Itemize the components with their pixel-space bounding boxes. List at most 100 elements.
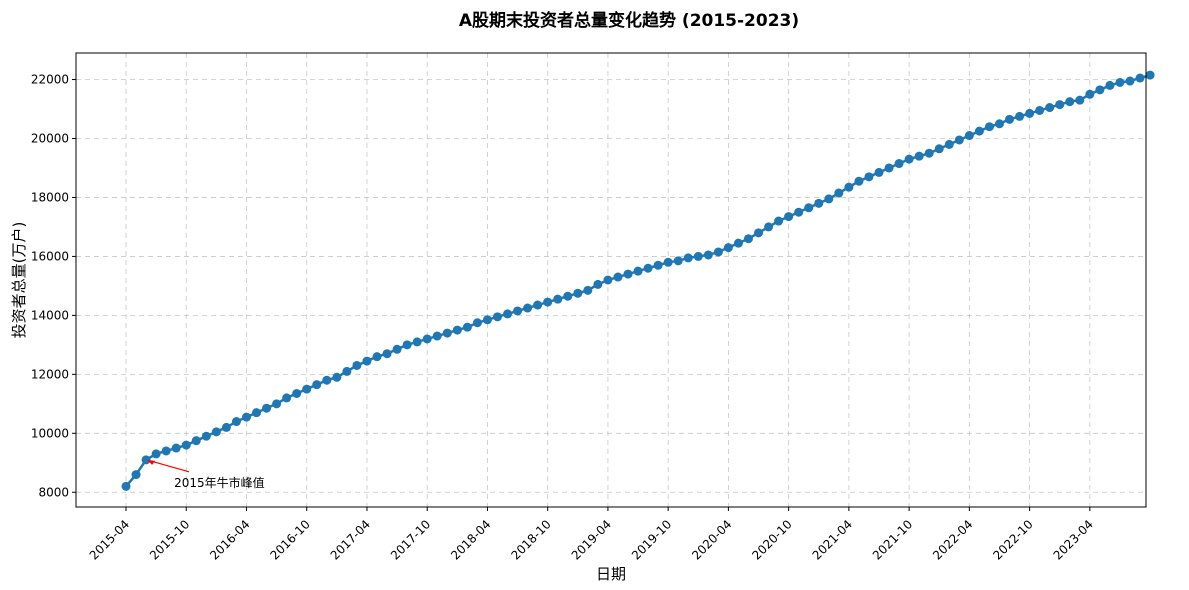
data-point bbox=[1055, 100, 1065, 110]
data-point bbox=[1125, 76, 1135, 86]
data-point bbox=[1095, 85, 1105, 95]
data-point bbox=[131, 470, 141, 480]
data-point bbox=[683, 253, 693, 263]
data-point bbox=[141, 455, 151, 465]
x-axis-label: 日期 bbox=[596, 565, 626, 583]
data-point bbox=[482, 315, 492, 325]
x-tick-label: 2021-10 bbox=[870, 517, 915, 562]
data-point bbox=[834, 188, 844, 198]
data-point bbox=[231, 417, 241, 427]
x-tick-label: 2022-04 bbox=[930, 517, 975, 562]
x-tick-label: 2021-04 bbox=[810, 517, 855, 562]
data-point bbox=[874, 167, 884, 177]
data-point bbox=[452, 325, 462, 335]
y-axis: 8000 10000 12000 14000 16000 18000 20000 22000 bbox=[31, 73, 76, 499]
data-point bbox=[1015, 111, 1025, 121]
data-point bbox=[673, 256, 683, 266]
data-point bbox=[1145, 70, 1155, 80]
x-axis: 2015-04 2015-10 2016-04 2016-10 2017-04 2017-… bbox=[87, 507, 1096, 563]
data-point bbox=[1045, 103, 1055, 113]
data-point bbox=[854, 176, 864, 186]
data-point bbox=[623, 269, 633, 279]
data-point bbox=[1115, 77, 1125, 87]
data-point bbox=[432, 331, 442, 341]
data-point bbox=[924, 148, 934, 158]
data-point bbox=[824, 194, 834, 204]
data-point bbox=[352, 360, 362, 370]
data-point bbox=[864, 172, 874, 182]
data-point bbox=[211, 427, 221, 437]
data-point bbox=[723, 243, 733, 253]
data-point bbox=[914, 151, 924, 161]
data-point bbox=[784, 212, 794, 222]
annotation-text: 2015年牛市峰值 bbox=[174, 475, 265, 490]
x-tick-label: 2017-04 bbox=[328, 517, 373, 562]
data-point bbox=[1075, 95, 1085, 105]
data-point bbox=[904, 154, 914, 164]
data-point bbox=[322, 375, 332, 385]
data-point bbox=[964, 131, 974, 141]
data-point bbox=[1065, 97, 1075, 107]
data-point bbox=[412, 337, 422, 347]
y-tick-label: 14000 bbox=[31, 308, 69, 322]
series-line bbox=[125, 73, 1151, 488]
data-point bbox=[221, 422, 231, 432]
x-tick-label: 2018-04 bbox=[448, 517, 493, 562]
y-axis-label: 投资者总量(万户) bbox=[10, 222, 28, 339]
y-tick-label: 16000 bbox=[31, 249, 69, 263]
data-point bbox=[342, 366, 352, 376]
data-point bbox=[543, 297, 553, 307]
data-point bbox=[984, 122, 994, 132]
data-point bbox=[241, 412, 251, 422]
data-point bbox=[844, 182, 854, 192]
data-point bbox=[171, 443, 181, 453]
chart-title: A股期末投资者总量变化趋势 (2015-2023) bbox=[459, 10, 799, 31]
y-tick-label: 18000 bbox=[31, 190, 69, 204]
data-point bbox=[362, 356, 372, 366]
y-tick-label: 12000 bbox=[31, 367, 69, 381]
data-point bbox=[743, 234, 753, 244]
data-point bbox=[754, 228, 764, 238]
data-point bbox=[733, 238, 743, 248]
data-point bbox=[573, 288, 583, 298]
data-point bbox=[643, 263, 653, 273]
data-point bbox=[372, 352, 382, 362]
data-point bbox=[472, 318, 482, 328]
data-point bbox=[894, 159, 904, 169]
data-point bbox=[703, 250, 713, 260]
y-tick-label: 22000 bbox=[31, 73, 69, 87]
data-point bbox=[181, 440, 191, 450]
data-point bbox=[794, 207, 804, 217]
data-point bbox=[774, 216, 784, 226]
data-point bbox=[613, 272, 623, 282]
data-point bbox=[994, 119, 1004, 129]
data-point bbox=[944, 139, 954, 149]
data-point bbox=[513, 306, 523, 316]
data-point bbox=[462, 322, 472, 332]
data-point bbox=[1135, 73, 1145, 83]
data-point bbox=[764, 222, 774, 232]
data-point bbox=[161, 446, 171, 456]
data-point bbox=[121, 481, 131, 491]
data-point bbox=[382, 349, 392, 359]
x-tick-label: 2020-04 bbox=[689, 517, 734, 562]
data-point bbox=[191, 436, 201, 446]
data-point bbox=[151, 449, 161, 459]
data-point bbox=[272, 399, 282, 409]
data-point bbox=[603, 275, 613, 285]
data-point bbox=[563, 291, 573, 301]
data-point bbox=[332, 372, 342, 382]
data-point bbox=[523, 303, 533, 313]
data-point bbox=[954, 135, 964, 145]
annotation-group: 2015年牛市峰值 bbox=[147, 459, 265, 490]
x-tick-label: 2017-10 bbox=[388, 517, 433, 562]
annotation-arrow bbox=[149, 460, 190, 473]
data-point bbox=[201, 431, 211, 441]
x-tick-label: 2020-10 bbox=[749, 517, 794, 562]
x-tick-label: 2023-04 bbox=[1051, 517, 1096, 562]
data-point bbox=[292, 389, 302, 398]
data-point bbox=[1025, 108, 1035, 118]
data-point bbox=[934, 144, 944, 154]
x-tick-label: 2015-04 bbox=[87, 517, 132, 562]
